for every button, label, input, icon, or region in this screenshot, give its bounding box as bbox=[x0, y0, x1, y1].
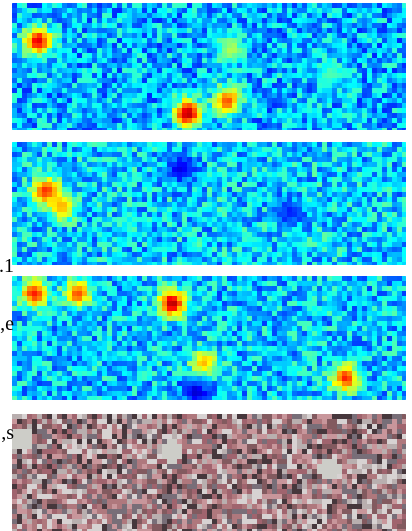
heatmap-panel-3-svg bbox=[12, 276, 406, 400]
side-text-3: s, bbox=[1, 423, 14, 443]
heatmap-panel-2-svg bbox=[12, 142, 406, 265]
side-text-2: e, bbox=[0, 314, 14, 334]
heatmap-panel-1 bbox=[12, 3, 406, 130]
photo-panel-4-svg bbox=[12, 414, 406, 531]
heatmap-panel-2 bbox=[12, 142, 406, 265]
photo-panel-4 bbox=[12, 414, 406, 531]
heatmap-panel-1-svg bbox=[12, 3, 406, 130]
heatmap-panel-3 bbox=[12, 276, 406, 400]
side-text-1: 1. bbox=[0, 256, 14, 276]
